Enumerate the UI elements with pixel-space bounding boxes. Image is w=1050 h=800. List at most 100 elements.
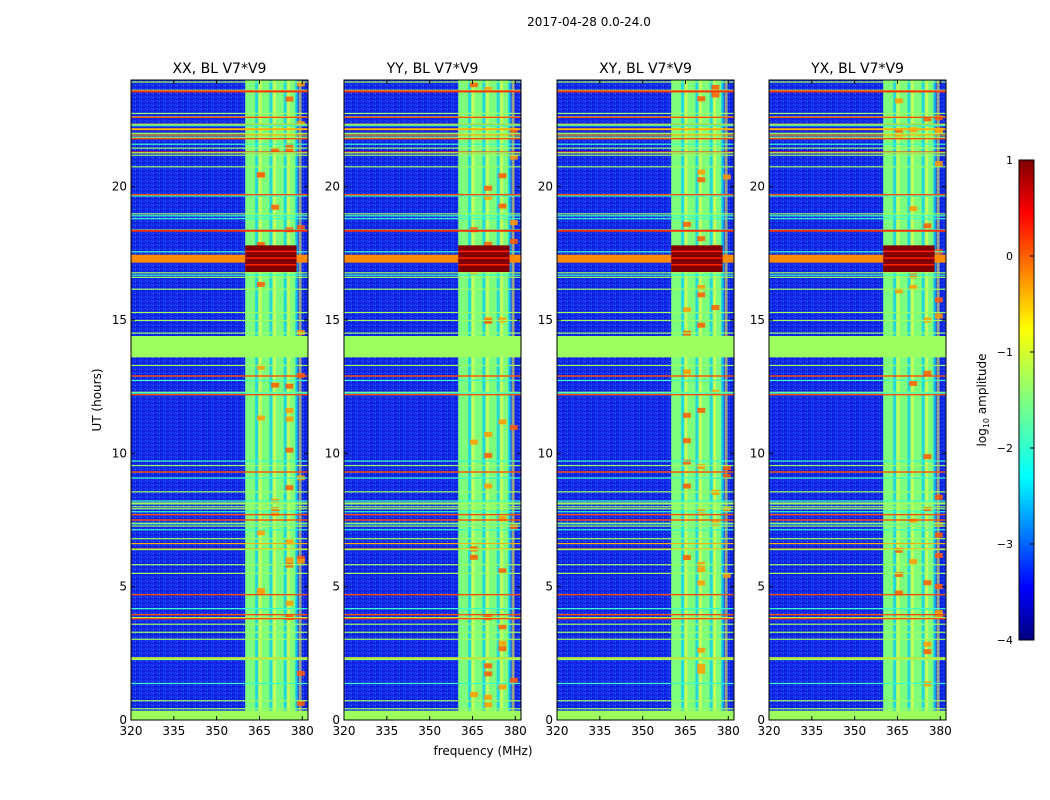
band-hotspot <box>498 516 507 522</box>
colorbar-tick-label: −4 <box>997 634 1013 647</box>
band-column-hot <box>724 80 728 720</box>
rfi-line <box>557 276 734 278</box>
x-tick-label: 380 <box>929 724 952 738</box>
rfi-line <box>131 123 308 125</box>
rfi-line <box>344 215 521 217</box>
band-column <box>933 80 937 720</box>
band-hotspot <box>285 416 294 422</box>
flagged-strip-bottom <box>131 710 308 720</box>
band-hotspot <box>498 646 507 652</box>
rfi-line <box>131 657 308 659</box>
band-hotspot <box>934 532 943 538</box>
rfi-line <box>131 522 308 524</box>
rfi-line <box>769 288 946 290</box>
rfi-line <box>769 502 946 504</box>
rfi-line-strong <box>131 593 308 596</box>
axes-frame <box>343 79 522 721</box>
strong-rfi-stripe <box>245 264 297 266</box>
panel-yx: YX, BL V7*V9 320 335 350 365 380 0 5 10 15 20 <box>750 61 952 738</box>
rfi-line <box>344 508 521 510</box>
rfi-line <box>131 392 308 394</box>
rfi-line <box>769 549 946 551</box>
rfi-line <box>557 125 734 127</box>
band-hotspot <box>256 172 265 178</box>
y-tick-label: 15 <box>112 313 127 327</box>
y-tick-label: 0 <box>545 713 553 727</box>
rfi-line <box>557 272 734 274</box>
rfi-line <box>344 143 521 145</box>
panel-xx: XX, BL V7*V9 320 335 350 365 380 0 5 10 15 20 <box>112 61 314 738</box>
rfi-line <box>557 123 734 125</box>
rfi-line-strong <box>131 613 308 616</box>
y-tick-label: 15 <box>750 313 765 327</box>
band-hotspot <box>934 583 943 589</box>
y-tick-label: 20 <box>325 180 340 194</box>
band-hotspot <box>909 273 918 279</box>
rfi-line <box>769 477 946 479</box>
band-column <box>907 80 911 720</box>
rfi-line <box>131 136 308 138</box>
rfi-line <box>344 251 521 253</box>
rfi-line <box>344 364 521 367</box>
rfi-line <box>131 134 308 136</box>
band-hotspot <box>711 305 720 311</box>
rfi-line <box>557 523 734 525</box>
flagged-strip-bottom <box>769 710 946 720</box>
rfi-line <box>769 229 946 232</box>
band-hotspot <box>498 419 507 425</box>
rfi-line <box>344 154 521 156</box>
band-hotspot <box>894 128 903 134</box>
band-hotspot <box>894 288 903 294</box>
band-hotspot <box>722 507 731 513</box>
rfi-line <box>131 152 308 154</box>
rfi-line-strong <box>557 519 734 521</box>
rfi-line <box>769 525 946 527</box>
band-hotspot <box>909 206 918 212</box>
band-hotspot <box>509 127 518 133</box>
band-hotspot <box>923 116 932 122</box>
band-hotspot <box>697 464 706 470</box>
band-hotspot <box>923 223 932 229</box>
rfi-line <box>344 548 521 550</box>
band-hotspot <box>682 483 691 489</box>
rfi-line <box>344 500 521 502</box>
band-hotspot <box>498 684 507 690</box>
band-column-hot <box>471 80 475 720</box>
x-tick-label: 320 <box>120 724 143 738</box>
rfi-line <box>131 132 308 134</box>
rfi-line-strong <box>557 375 734 377</box>
rfi-line <box>131 90 308 93</box>
rfi-line <box>344 136 521 138</box>
band-hotspot <box>484 694 493 700</box>
rfi-line <box>769 311 946 314</box>
rfi-line <box>131 229 308 232</box>
band-hotspot <box>256 415 265 421</box>
rfi-line <box>344 218 521 220</box>
band-column-hot <box>698 80 702 720</box>
rfi-line <box>131 391 308 393</box>
rfi-line <box>769 215 946 217</box>
rfi-line-strong <box>769 116 946 119</box>
rfi-line <box>344 288 521 290</box>
figure-suptitle: 2017-04-28 0.0-24.0 <box>527 15 651 29</box>
colorbar-tick-label: −1 <box>997 346 1013 359</box>
y-tick-label: 5 <box>332 580 340 594</box>
rfi-line <box>769 218 946 220</box>
rfi-line <box>131 213 308 215</box>
band-hotspot <box>484 452 493 458</box>
y-tick-label: 10 <box>112 446 127 460</box>
flagged-strip-bottom <box>557 710 734 720</box>
band-hotspot <box>271 382 280 388</box>
rfi-line <box>557 658 734 661</box>
strong-rfi-line <box>344 254 521 263</box>
rfi-line-strong <box>344 137 521 140</box>
band-column <box>468 80 472 720</box>
band-hotspot <box>271 511 280 517</box>
y-tick-label: 15 <box>325 313 340 327</box>
band-hotspot <box>296 81 305 87</box>
x-tick-label: 380 <box>717 724 740 738</box>
rfi-line <box>557 112 734 115</box>
band-hotspot <box>697 177 706 183</box>
band-hotspot <box>256 364 265 370</box>
rfi-line <box>344 682 521 685</box>
